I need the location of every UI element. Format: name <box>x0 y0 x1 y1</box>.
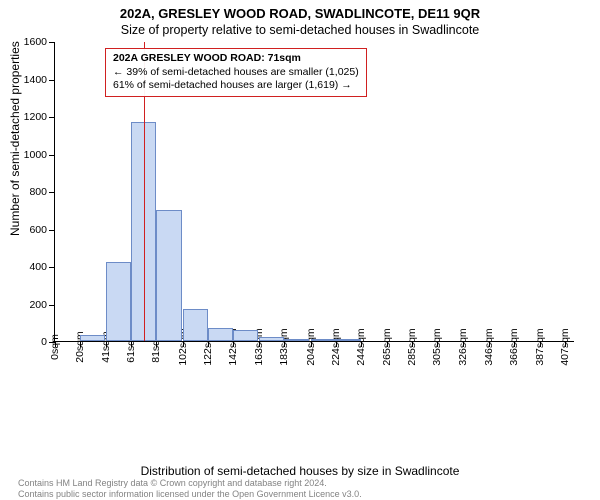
histogram-bar <box>233 330 258 341</box>
x-tick-label: 387sqm <box>534 328 546 365</box>
x-tick-label: 204sqm <box>305 328 317 365</box>
histogram-bar <box>106 262 131 341</box>
x-axis-label: Distribution of semi-detached houses by … <box>0 464 600 478</box>
x-tick-label: 224sqm <box>330 328 342 365</box>
y-tick <box>49 117 55 118</box>
x-tick-label: 244sqm <box>355 328 367 365</box>
x-tick-label: 366sqm <box>508 328 520 365</box>
footer-line-2: Contains public sector information licen… <box>18 489 362 499</box>
y-tick <box>49 267 55 268</box>
y-tick-label: 200 <box>29 299 47 311</box>
y-tick-label: 600 <box>29 224 47 236</box>
histogram-chart: 020040060080010001200140016000sqm20sqm41… <box>54 42 574 422</box>
y-tick <box>49 305 55 306</box>
info-box-larger: 61% of semi-detached houses are larger (… <box>113 79 359 93</box>
x-tick-label: 326sqm <box>457 328 469 365</box>
histogram-bar <box>336 339 361 341</box>
y-tick-label: 400 <box>29 261 47 273</box>
y-axis-label: Number of semi-detached properties <box>8 41 22 236</box>
info-box-smaller: ← 39% of semi-detached houses are smalle… <box>113 66 359 80</box>
y-tick <box>49 80 55 81</box>
histogram-bar <box>208 328 233 341</box>
x-tick-label: 0sqm <box>49 334 61 360</box>
y-tick-label: 0 <box>41 336 47 348</box>
footer-line-1: Contains HM Land Registry data © Crown c… <box>18 478 362 488</box>
y-tick <box>49 155 55 156</box>
attribution-footer: Contains HM Land Registry data © Crown c… <box>18 478 362 499</box>
x-tick-label: 346sqm <box>483 328 495 365</box>
histogram-bar <box>156 210 181 341</box>
y-tick-label: 1000 <box>24 149 47 161</box>
x-tick-label: 285sqm <box>406 328 418 365</box>
page-subtitle: Size of property relative to semi-detach… <box>0 21 600 37</box>
histogram-bar <box>80 335 105 341</box>
histogram-bar <box>311 339 336 341</box>
y-tick <box>49 42 55 43</box>
info-box-title: 202A GRESLEY WOOD ROAD: 71sqm <box>113 52 359 66</box>
histogram-bar <box>183 309 208 341</box>
y-tick-label: 800 <box>29 186 47 198</box>
plot-inner: 020040060080010001200140016000sqm20sqm41… <box>54 42 574 342</box>
x-tick-label: 183sqm <box>278 328 290 365</box>
histogram-bar <box>259 337 284 341</box>
y-tick-label: 1200 <box>24 111 47 123</box>
histogram-bar <box>284 339 309 341</box>
y-tick-label: 1400 <box>24 74 47 86</box>
x-tick-label: 407sqm <box>559 328 571 365</box>
x-tick-label: 305sqm <box>431 328 443 365</box>
y-tick <box>49 230 55 231</box>
plot-area: 020040060080010001200140016000sqm20sqm41… <box>54 42 574 382</box>
page-title: 202A, GRESLEY WOOD ROAD, SWADLINCOTE, DE… <box>0 0 600 21</box>
y-tick <box>49 192 55 193</box>
x-tick-label: 265sqm <box>381 328 393 365</box>
property-info-box: 202A GRESLEY WOOD ROAD: 71sqm← 39% of se… <box>105 48 367 97</box>
y-tick-label: 1600 <box>24 36 47 48</box>
